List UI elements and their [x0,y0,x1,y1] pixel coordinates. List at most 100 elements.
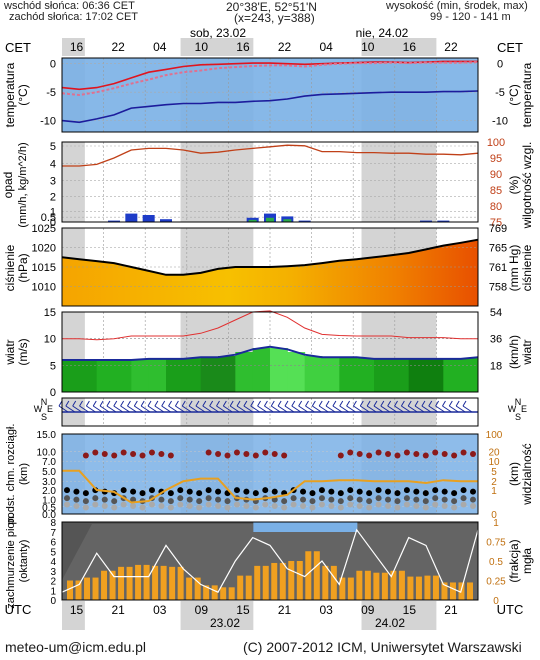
wind-barb [270,405,281,413]
cloud-dot [101,496,108,503]
cloud-dot [403,501,410,508]
top-hour-tick: 04 [153,40,167,54]
wind-barb-flag [250,400,255,407]
pressure-ylabel-right: ciśnienie [520,244,534,291]
wind-fill-segment [460,358,479,392]
cloud-dot [186,488,193,495]
night-band [180,601,254,630]
cloud-dot [243,503,250,509]
compass-W-right: W [508,404,517,414]
wind-barb-flag [72,400,77,407]
cloud-dot [470,503,476,509]
cloud-dot [111,452,118,459]
wind-barb [134,405,144,413]
cloud-dot [441,503,448,509]
top-hour-tick: 04 [319,40,333,54]
vis-tick-left: 1.0 [42,496,56,507]
compass-S-right: S [515,412,521,422]
cloud-dot [318,487,325,494]
top-hour-tick: 10 [195,40,209,54]
vis-tick-right: 10 [488,457,500,468]
wind-unit-right: (km/h) [507,335,521,369]
cloud-dot [120,501,127,508]
cloud-dot [224,452,231,459]
cloud-bar [126,566,133,600]
day-label-2: nie, 24.02 [356,26,409,40]
wind-barb-flag [79,400,83,407]
cloud-dot [186,503,193,509]
wind-barb [223,405,233,413]
bottom-hour-tick: 15 [70,603,84,617]
wind-barb-flag [127,400,131,407]
cloud-dot [356,488,363,495]
wind-barb [202,405,213,413]
wind-barb-flag [85,400,90,407]
precip-tick-left: 1 [50,207,56,219]
wind-barb [92,405,103,413]
cloud-bar [169,566,176,600]
cloud-dot [394,452,401,459]
cloud-dot [366,504,373,511]
cloud-dot [215,488,222,495]
cloud-dot [403,495,410,502]
cloud-dot [271,451,278,457]
precip-bar [108,220,120,222]
cloud-dot [328,503,335,509]
cloud-dot [356,451,363,457]
cloud-bar [237,575,244,600]
wind-barb [387,405,397,413]
wind-tick-right: 18 [490,360,502,372]
cloud-bar [398,570,405,600]
fog-ylabel-right: mgła [520,548,534,574]
wind-barb-flag [435,400,440,407]
footer-email[interactable]: meteo-um@icm.edu.pl [5,639,147,655]
cloud-dot [394,490,401,497]
cloud-dot [347,449,354,456]
humid-tick-right: 90 [490,169,502,181]
wind-barb [394,405,404,413]
cloud-dot [300,488,307,495]
cloud-unit-left: (oktanty) [18,540,30,583]
cloud-dot [470,488,476,495]
compass-E-left: E [47,404,53,414]
wind-tick-left: 15 [44,307,56,319]
cloud-bar [449,582,456,600]
wind-barb-flag [400,400,405,407]
wind-barb-flag [140,400,145,407]
pressure-area [62,239,478,306]
wind-barb-flag [236,400,241,407]
wind-barb-flag [133,400,138,407]
cloud-dot [375,449,382,456]
wind-barb-flag [394,400,398,407]
cloud-dot [366,452,373,459]
wind-barb [380,405,391,413]
compass-S-left: S [41,412,47,422]
cloud-dot [111,504,118,511]
cloud-bar [220,587,227,600]
wind-barb [168,405,178,413]
night-band [361,142,437,222]
cloud-dot [347,487,354,494]
cloud-dot [243,488,250,495]
humid-tick-right: 100 [487,137,505,149]
wind-barb [58,405,69,413]
cloud-dot [356,496,363,503]
cloud-dot [148,487,155,494]
snow-bar [248,219,257,222]
bottom-date-1: 23.02 [210,616,240,630]
cloud-dot [233,449,240,456]
cloud-dot [300,503,307,509]
wind-barb [86,405,96,413]
wind-barb-flag [332,400,337,407]
cloud-dot [64,501,70,508]
cloud-dot [375,487,382,494]
wind-barb [401,405,411,413]
wind-barb [243,405,254,413]
cloud-dot [120,487,127,494]
vis-tick-right: 5 [491,467,497,478]
wind-fill-segment [304,356,323,392]
wind-barb [442,405,452,413]
cloud-dot [413,451,420,457]
cloud-bar [67,580,73,600]
cloud-bar [118,566,125,600]
